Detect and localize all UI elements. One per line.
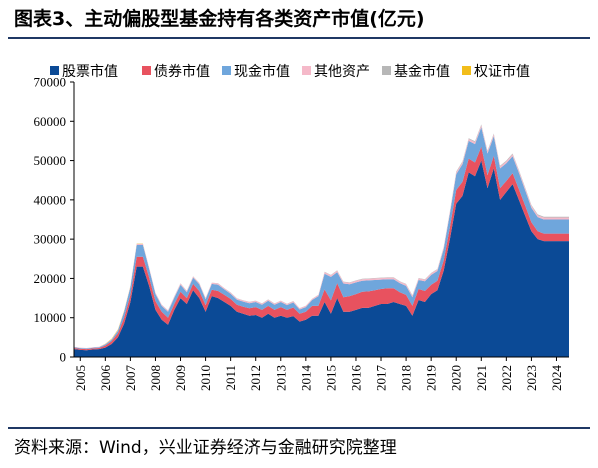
x-tick-label: 2018 <box>399 365 414 391</box>
y-tick-label: 30000 <box>34 232 67 247</box>
chart-legend: 股票市值 债券市值 现金市值 其他资产 基金市值 权证市值 <box>50 63 530 80</box>
x-tick-label: 2009 <box>173 365 188 391</box>
y-tick-label: 40000 <box>34 192 67 207</box>
x-tick-label: 2011 <box>223 365 238 391</box>
legend-swatch-other <box>302 66 311 75</box>
bottom-rule <box>8 427 590 429</box>
y-tick-label: 0 <box>60 350 67 365</box>
y-tick-label: 70000 <box>34 75 67 90</box>
x-tick-label: 2023 <box>524 365 539 391</box>
legend-swatch-fund <box>382 66 391 75</box>
figure-title: 图表3、主动偏股型基金持有各类资产市值(亿元) <box>14 8 425 30</box>
y-tick-label: 50000 <box>34 153 67 168</box>
x-tick-label: 2022 <box>499 365 514 391</box>
legend-label-fund: 基金市值 <box>394 63 450 80</box>
x-tick-label: 2008 <box>148 365 163 391</box>
x-tick-label: 2020 <box>449 365 464 391</box>
x-tick-label: 2024 <box>549 365 564 392</box>
legend-swatch-bonds <box>142 66 151 75</box>
legend-label-cash: 现金市值 <box>234 63 290 80</box>
x-tick-label: 2021 <box>474 365 489 391</box>
x-tick-label: 2012 <box>248 365 263 391</box>
stacked-area-chart: 0 10000 20000 30000 40000 50000 60000 70000 2005… <box>34 63 569 392</box>
legend-swatch-warrant <box>462 66 471 75</box>
source-note: 资料来源：Wind，兴业证券经济与金融研究院整理 <box>14 438 397 458</box>
x-tick-label: 2006 <box>98 365 113 392</box>
legend-swatch-stocks <box>50 66 59 75</box>
legend-label-bonds: 债券市值 <box>154 63 210 80</box>
y-tick-label: 60000 <box>34 114 67 129</box>
x-tick-label: 2007 <box>123 365 138 392</box>
series-areas <box>74 124 569 357</box>
x-tick-label: 2014 <box>298 365 313 392</box>
chart-axes: 0 10000 20000 30000 40000 50000 60000 70000 2005… <box>34 75 569 392</box>
x-tick-label: 2013 <box>273 365 288 391</box>
y-tick-label: 20000 <box>34 271 67 286</box>
x-tick-label: 2005 <box>73 365 88 391</box>
legend-label-warrant: 权证市值 <box>474 63 530 80</box>
legend-swatch-cash <box>222 66 231 75</box>
legend-label-other: 其他资产 <box>314 64 370 80</box>
x-tick-label: 2017 <box>374 365 389 392</box>
y-tick-label: 10000 <box>34 310 67 325</box>
legend-label-stocks: 股票市值 <box>62 63 118 80</box>
x-tick-label: 2016 <box>348 365 363 392</box>
x-tick-label: 2010 <box>198 365 213 391</box>
top-rule <box>8 37 590 39</box>
series-area-stocks <box>74 160 569 357</box>
x-tick-label: 2015 <box>323 365 338 391</box>
x-tick-label: 2019 <box>424 365 439 391</box>
